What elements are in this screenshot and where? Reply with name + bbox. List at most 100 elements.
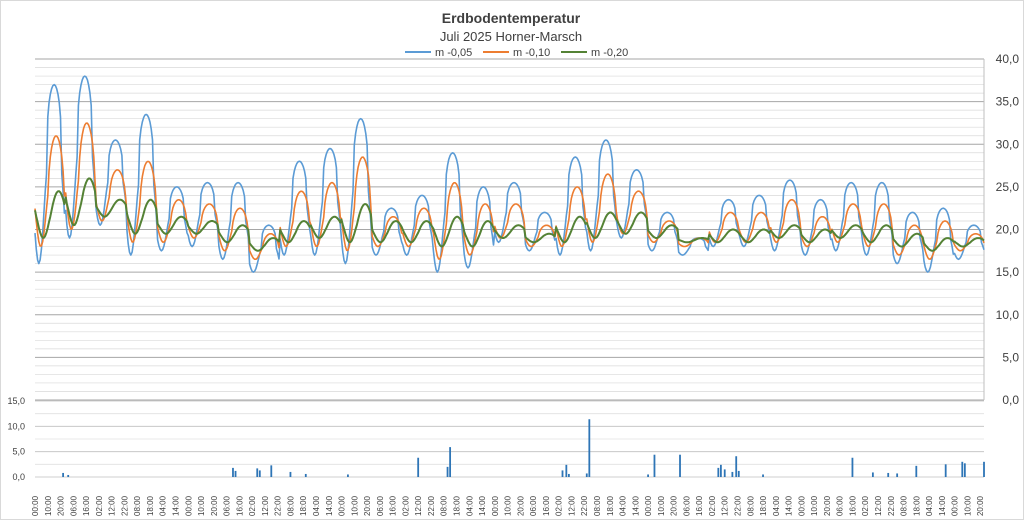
temperature-series bbox=[34, 75, 985, 273]
x-tick-label: 08:00 bbox=[593, 495, 602, 516]
x-tick-label: 06:00 bbox=[69, 495, 78, 516]
precip-bar bbox=[449, 447, 452, 477]
chart-subtitle: Juli 2025 Horner-Marsch bbox=[440, 29, 582, 44]
precip-bar bbox=[851, 457, 854, 477]
x-tick-label: 22:00 bbox=[120, 495, 129, 516]
y-tick-label: 20,0 bbox=[996, 223, 1020, 237]
x-tick-label: 08:00 bbox=[286, 495, 295, 516]
x-tick-label: 02:00 bbox=[248, 495, 257, 516]
x-tick-label: 22:00 bbox=[274, 495, 283, 516]
precip-bar bbox=[289, 471, 292, 477]
x-tick-label: 16:00 bbox=[542, 495, 551, 516]
precip-bar bbox=[417, 457, 420, 477]
x-tick-label: 00:00 bbox=[184, 495, 193, 516]
x-tick-label: 08:00 bbox=[746, 495, 755, 516]
precip-bar bbox=[731, 471, 734, 477]
x-tick-label: 08:00 bbox=[440, 495, 449, 516]
precip-bar bbox=[963, 463, 966, 477]
y-tick-label: 0,0 bbox=[1002, 393, 1019, 407]
x-tick-label: 12:00 bbox=[108, 495, 117, 516]
precip-bar bbox=[585, 473, 588, 477]
precip-bar bbox=[944, 464, 947, 477]
x-tick-label: 02:00 bbox=[861, 495, 870, 516]
x-tick-label: 02:00 bbox=[555, 495, 564, 516]
precip-bar bbox=[234, 470, 237, 477]
x-tick-label: 18:00 bbox=[146, 495, 155, 516]
temperature-grid bbox=[35, 58, 985, 401]
precip-y-tick-label: 0,0 bbox=[12, 472, 25, 482]
temperature-y-axis: 0,0 5,0 10,0 15,0 20,0 25,0 30,0 35,0 40,0 bbox=[996, 52, 1020, 407]
precip-bar bbox=[270, 465, 273, 477]
x-tick-label: 10:00 bbox=[657, 495, 666, 516]
x-tick-label: 06:00 bbox=[529, 495, 538, 516]
precip-bar bbox=[347, 474, 349, 477]
precip-bar bbox=[561, 470, 564, 477]
precip-bar bbox=[762, 474, 764, 477]
x-tick-label: 04:00 bbox=[619, 495, 628, 516]
series-line bbox=[34, 122, 985, 261]
precip-bar bbox=[717, 467, 720, 477]
x-tick-label: 04:00 bbox=[465, 495, 474, 516]
legend-label: m -0,05 bbox=[435, 47, 472, 59]
x-tick-label: 12:00 bbox=[874, 495, 883, 516]
x-tick-label: 04:00 bbox=[925, 495, 934, 516]
x-tick-label: 08:00 bbox=[133, 495, 142, 516]
precip-bar bbox=[961, 461, 964, 477]
series-line bbox=[34, 75, 985, 273]
x-tick-label: 20:00 bbox=[823, 495, 832, 516]
legend-label: m -0,10 bbox=[513, 47, 550, 59]
x-tick-label: 12:00 bbox=[567, 495, 576, 516]
precip-bar bbox=[737, 470, 740, 477]
x-tick-label: 00:00 bbox=[644, 495, 653, 516]
precip-bar bbox=[304, 473, 307, 477]
x-tick-label: 06:00 bbox=[682, 495, 691, 516]
x-tick-label: 14:00 bbox=[171, 495, 180, 516]
precip-bar bbox=[446, 466, 449, 477]
y-tick-label: 35,0 bbox=[996, 95, 1020, 109]
precip-bar bbox=[896, 473, 899, 477]
x-tick-label: 16:00 bbox=[82, 495, 91, 516]
x-tick-label: 06:00 bbox=[376, 495, 385, 516]
x-tick-label: 18:00 bbox=[452, 495, 461, 516]
x-tick-label: 02:00 bbox=[708, 495, 717, 516]
x-tick-label: 22:00 bbox=[733, 495, 742, 516]
x-tick-label: 20:00 bbox=[210, 495, 219, 516]
x-tick-label: 14:00 bbox=[478, 495, 487, 516]
y-tick-label: 40,0 bbox=[996, 52, 1020, 66]
precip-y-tick-label: 15,0 bbox=[7, 396, 25, 406]
precip-bar bbox=[887, 472, 890, 477]
x-tick-label: 08:00 bbox=[900, 495, 909, 516]
precip-bar bbox=[256, 468, 259, 477]
x-tick-label: 20:00 bbox=[516, 495, 525, 516]
y-tick-label: 5,0 bbox=[1002, 350, 1019, 364]
x-tick-label: 18:00 bbox=[299, 495, 308, 516]
precip-bar bbox=[67, 474, 70, 477]
x-tick-label: 14:00 bbox=[325, 495, 334, 516]
precip-bar bbox=[567, 473, 570, 477]
x-tick-label: 02:00 bbox=[401, 495, 410, 516]
precip-bar bbox=[679, 454, 681, 477]
precip-bar bbox=[565, 464, 568, 477]
x-tick-label: 04:00 bbox=[772, 495, 781, 516]
x-tick-label: 10:00 bbox=[44, 495, 53, 516]
legend-label: m -0,20 bbox=[591, 47, 628, 59]
precip-bar bbox=[983, 461, 985, 477]
x-tick-label: 00:00 bbox=[31, 495, 40, 516]
precip-bar bbox=[871, 472, 874, 477]
x-tick-label: 12:00 bbox=[261, 495, 270, 516]
y-tick-label: 10,0 bbox=[996, 308, 1020, 322]
x-tick-label: 20:00 bbox=[57, 495, 66, 516]
legend: m -0,05 m -0,10 m -0,20 bbox=[405, 47, 628, 59]
x-tick-label: 16:00 bbox=[848, 495, 857, 516]
x-tick-label: 10:00 bbox=[504, 495, 513, 516]
x-tick-label: 10:00 bbox=[963, 495, 972, 516]
x-tick-label: 18:00 bbox=[759, 495, 768, 516]
x-tick-label: 02:00 bbox=[95, 495, 104, 516]
precip-bar bbox=[258, 470, 261, 477]
precipitation-bars bbox=[62, 419, 985, 477]
x-tick-label: 12:00 bbox=[414, 495, 423, 516]
x-tick-label: 00:00 bbox=[338, 495, 347, 516]
x-tick-label: 22:00 bbox=[887, 495, 896, 516]
